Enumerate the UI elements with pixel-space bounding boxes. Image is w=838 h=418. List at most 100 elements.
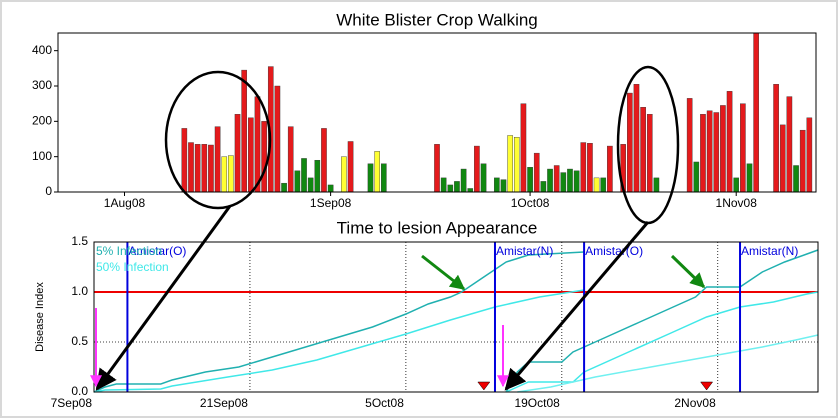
bar [500,179,507,192]
y-tick-label: 0.0 [71,384,88,398]
x-tick-label: 21Sep08 [200,396,248,410]
bar [194,144,201,192]
bar [587,143,593,192]
bar [540,181,547,192]
bar [347,141,354,192]
highlight-ellipse [164,70,272,210]
threshold-arrow [670,254,706,289]
x-tick-label: 1Oct08 [511,196,550,210]
bar [341,156,347,192]
bars [181,33,813,192]
event-marker [700,381,714,391]
bar [640,106,646,192]
bar [454,181,460,192]
bar [706,110,713,192]
bar [740,103,746,192]
bar [567,168,573,192]
bar [181,128,188,192]
y-axis-label: Disease Index [34,282,46,352]
bar [507,135,513,192]
event-marker [477,381,491,391]
y-tick-label: 100 [32,149,52,163]
bar [314,159,321,192]
series-line [505,249,819,393]
annotations [90,65,706,391]
bar [321,128,327,192]
threshold-arrow [421,254,466,291]
bar [713,112,720,192]
bar [753,33,759,192]
pointer-arrow [95,205,232,391]
series-line [93,251,585,393]
bar [806,117,813,192]
bar [547,168,553,192]
bar [460,168,467,192]
y-tick-label: 0 [45,184,52,198]
bar [440,177,447,192]
bar [474,145,480,192]
bar [793,165,799,192]
bar [447,184,454,192]
bar [799,129,806,192]
y-tick-label: 400 [32,43,52,57]
legend-label: 50% Infection [96,260,169,274]
bar [467,188,474,192]
event-label: Amistar(N) [496,244,553,258]
bar [580,142,587,192]
bar [254,96,261,192]
bar [434,144,440,192]
bar [573,170,580,192]
bar [786,96,793,192]
bar [381,163,387,192]
bar [726,91,733,192]
bar [367,163,374,192]
plot-area [57,32,817,193]
bar [494,177,500,192]
chart-title: Time to lesion Appearance [337,218,538,237]
plots: 0 100 200 300 400 1Aug08 1Sep08 1Oct08 1Nov08 0.0… [32,32,819,410]
bar [627,92,633,192]
bar [607,145,613,192]
bar [301,158,307,192]
bar [600,177,607,192]
bar [208,144,214,192]
bar [188,142,194,192]
y-tick-label: 0.5 [71,334,88,348]
bar [248,117,254,192]
legend-label: 5% Infection [96,244,162,258]
bar [327,184,334,192]
y-tick-label: 300 [32,78,52,92]
series-line [517,334,819,393]
bar [733,177,740,192]
x-tick-label: 19Oct08 [514,396,560,410]
bar [281,182,287,192]
bar [693,161,700,192]
bar [480,163,487,192]
bar [294,170,301,192]
bar [686,98,693,192]
pointer-arrow [504,221,650,391]
event-label: Amistar(O) [128,244,186,258]
bar [234,114,241,192]
x-tick-label: 1Sep08 [310,196,352,210]
bar [593,177,600,192]
x-tick-label: 7Sep08 [51,396,93,410]
bar [241,69,247,192]
bar [746,163,753,192]
x-tick-label: 2Nov08 [674,396,716,410]
bar [653,177,660,192]
bar [201,144,208,192]
bar [620,144,626,192]
bar [773,84,779,192]
bar [720,105,726,192]
bar [221,156,228,192]
bar [214,126,221,192]
event-label: Amistar(O) [585,244,643,258]
bar [527,167,533,192]
bar [646,114,653,192]
event-label: Amistar(N) [741,244,798,258]
bar [274,85,281,192]
bar [700,114,706,192]
